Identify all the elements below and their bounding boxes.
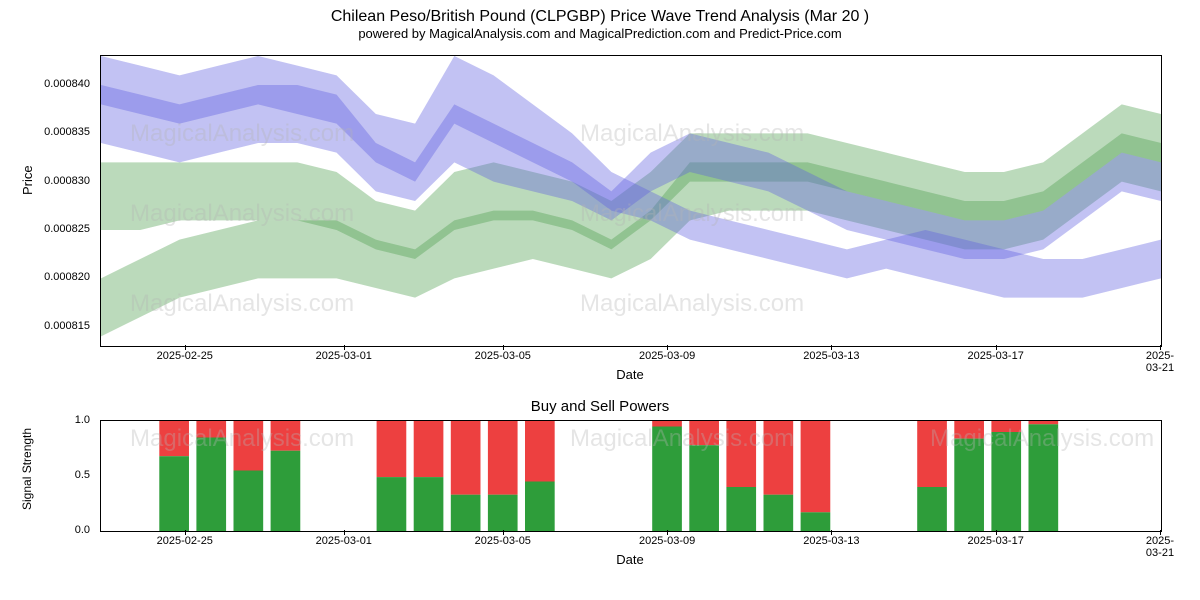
top-x-tick-label: 2025-03-21 bbox=[1146, 350, 1174, 374]
bottom-y-ticks: 0.00.51.0 bbox=[60, 420, 95, 530]
top-x-tick-label: 2025-03-09 bbox=[639, 350, 695, 362]
top-y-tick-label: 0.000815 bbox=[44, 320, 90, 332]
top-y-tick-label: 0.000835 bbox=[44, 126, 90, 138]
bottom-x-tick-label: 2025-02-25 bbox=[157, 535, 213, 547]
top-chart bbox=[100, 55, 1162, 347]
top-y-tick-label: 0.000830 bbox=[44, 175, 90, 187]
top-x-tick-mark bbox=[185, 345, 186, 350]
top-y-ticks: 0.000815 0.000820 0.000825 0.000830 0.000835… bbox=[35, 55, 95, 345]
bottom-x-axis-label: Date bbox=[616, 552, 643, 567]
chart-subtitle: powered by MagicalAnalysis.com and Magic… bbox=[0, 26, 1200, 41]
top-x-tick-mark bbox=[503, 345, 504, 350]
top-x-tick-mark bbox=[996, 345, 997, 350]
bottom-chart-svg bbox=[101, 421, 1161, 531]
bottom-x-tick-mark bbox=[1160, 530, 1161, 535]
top-x-tick-mark bbox=[667, 345, 668, 350]
bottom-x-tick-label: 2025-03-13 bbox=[803, 535, 859, 547]
top-x-tick-mark bbox=[1160, 345, 1161, 350]
top-y-tick-label: 0.000825 bbox=[44, 223, 90, 235]
bottom-x-tick-mark bbox=[503, 530, 504, 535]
bottom-chart-title: Buy and Sell Powers bbox=[0, 398, 1200, 415]
top-x-axis: Date 2025-02-25 2025-03-01 2025-03-05 2025-… bbox=[100, 345, 1160, 385]
bottom-x-tick-mark bbox=[667, 530, 668, 535]
top-chart-svg bbox=[101, 56, 1161, 346]
top-y-axis-label: Price bbox=[20, 165, 35, 195]
bottom-x-tick-mark bbox=[831, 530, 832, 535]
bottom-x-tick-mark bbox=[996, 530, 997, 535]
top-x-tick-mark bbox=[344, 345, 345, 350]
top-x-axis-label: Date bbox=[616, 367, 643, 382]
chart-container: Chilean Peso/British Pound (CLPGBP) Pric… bbox=[0, 0, 1200, 600]
top-x-tick-label: 2025-02-25 bbox=[157, 350, 213, 362]
bottom-x-tick-mark bbox=[344, 530, 345, 535]
chart-title: Chilean Peso/British Pound (CLPGBP) Pric… bbox=[0, 8, 1200, 26]
bottom-x-tick-label: 2025-03-05 bbox=[475, 535, 531, 547]
bottom-x-axis: Date 2025-02-25 2025-03-01 2025-03-05 2025-… bbox=[100, 530, 1160, 570]
bottom-x-tick-label: 2025-03-09 bbox=[639, 535, 695, 547]
bottom-y-axis-label: Signal Strength bbox=[20, 428, 34, 510]
bottom-x-tick-label: 2025-03-01 bbox=[316, 535, 372, 547]
bottom-x-tick-label: 2025-03-21 bbox=[1146, 535, 1174, 559]
bottom-y-tick-label: 0.5 bbox=[75, 469, 90, 481]
bottom-chart bbox=[100, 420, 1162, 532]
top-x-tick-label: 2025-03-13 bbox=[803, 350, 859, 362]
top-x-tick-label: 2025-03-01 bbox=[316, 350, 372, 362]
bottom-y-tick-label: 1.0 bbox=[75, 414, 90, 426]
bottom-y-tick-label: 0.0 bbox=[75, 524, 90, 536]
bottom-x-tick-mark bbox=[185, 530, 186, 535]
top-x-tick-label: 2025-03-17 bbox=[968, 350, 1024, 362]
top-x-tick-label: 2025-03-05 bbox=[475, 350, 531, 362]
title-block: Chilean Peso/British Pound (CLPGBP) Pric… bbox=[0, 0, 1200, 41]
top-y-tick-label: 0.000840 bbox=[44, 78, 90, 90]
bottom-x-tick-label: 2025-03-17 bbox=[968, 535, 1024, 547]
top-y-tick-label: 0.000820 bbox=[44, 271, 90, 283]
top-x-tick-mark bbox=[831, 345, 832, 350]
